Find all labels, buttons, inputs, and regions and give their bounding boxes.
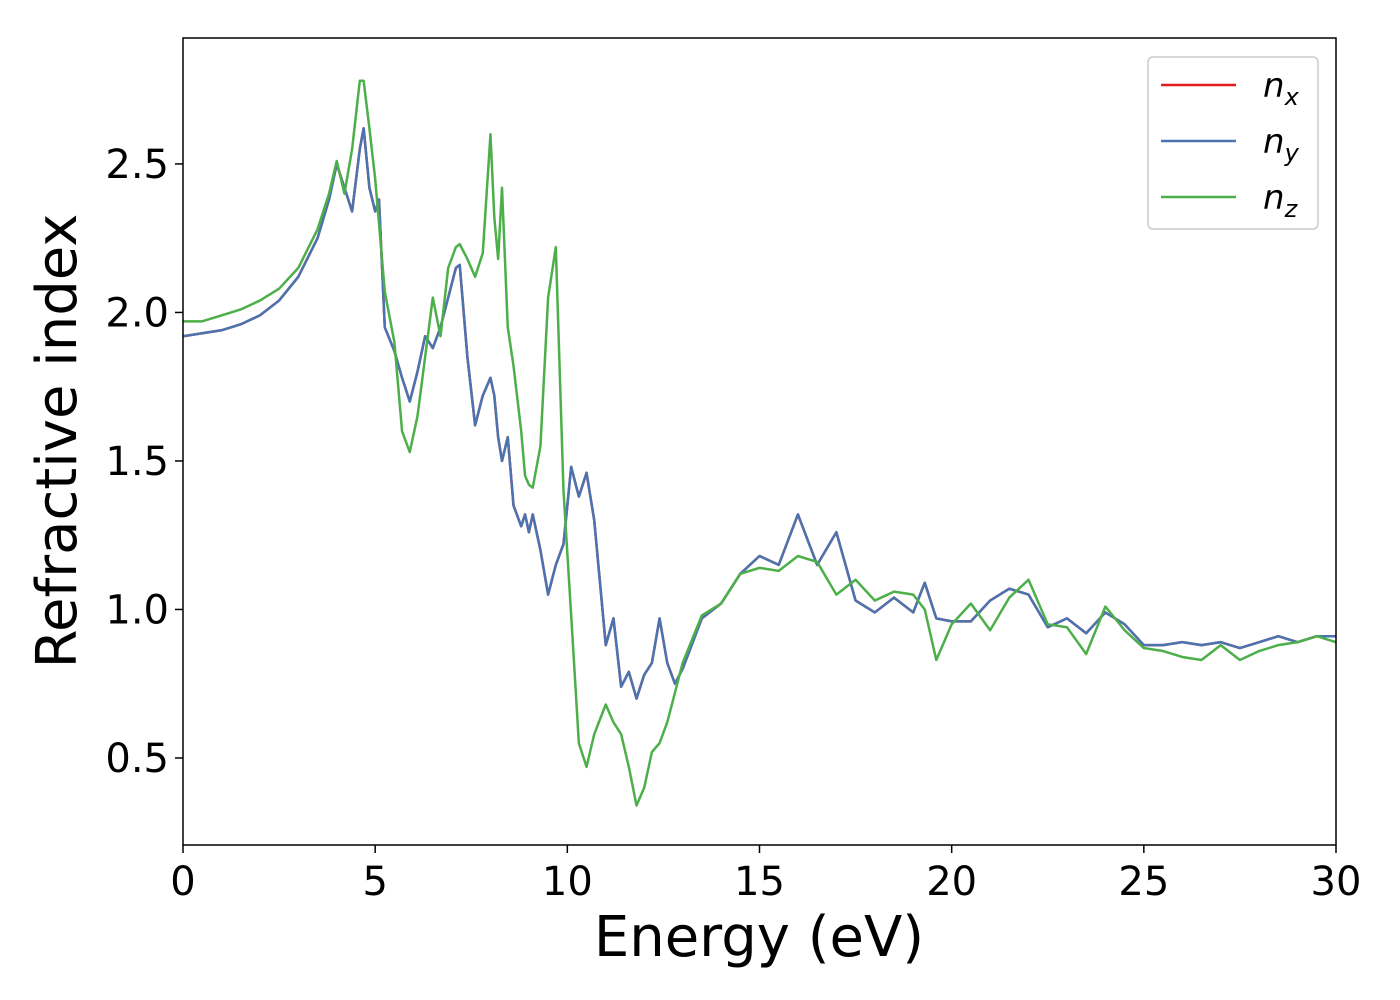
y-tick-label: 0.5 xyxy=(105,736,169,782)
x-tick-label: 20 xyxy=(926,859,977,905)
legend-box xyxy=(1147,56,1319,230)
x-tick-label: 10 xyxy=(542,859,593,905)
legend-label: ny xyxy=(1263,122,1300,167)
y-tick-label: 2.0 xyxy=(105,290,169,336)
y-tick-label: 2.5 xyxy=(105,142,169,188)
series-line xyxy=(183,79,1336,807)
x-axis-label: Energy (eV) xyxy=(594,905,924,970)
y-tick-label: 1.0 xyxy=(105,587,169,633)
x-tick-label: 0 xyxy=(170,859,195,905)
x-tick-label: 5 xyxy=(362,859,387,905)
y-tick-label: 1.5 xyxy=(105,439,169,485)
legend-label: nz xyxy=(1263,178,1299,223)
plot-frame xyxy=(182,37,1337,846)
legend-label: nx xyxy=(1263,66,1300,111)
x-tick-label: 25 xyxy=(1118,859,1169,905)
x-tick-label: 15 xyxy=(734,859,785,905)
y-axis-label: Refractive index xyxy=(25,214,90,669)
x-tick-label: 30 xyxy=(1311,859,1362,905)
